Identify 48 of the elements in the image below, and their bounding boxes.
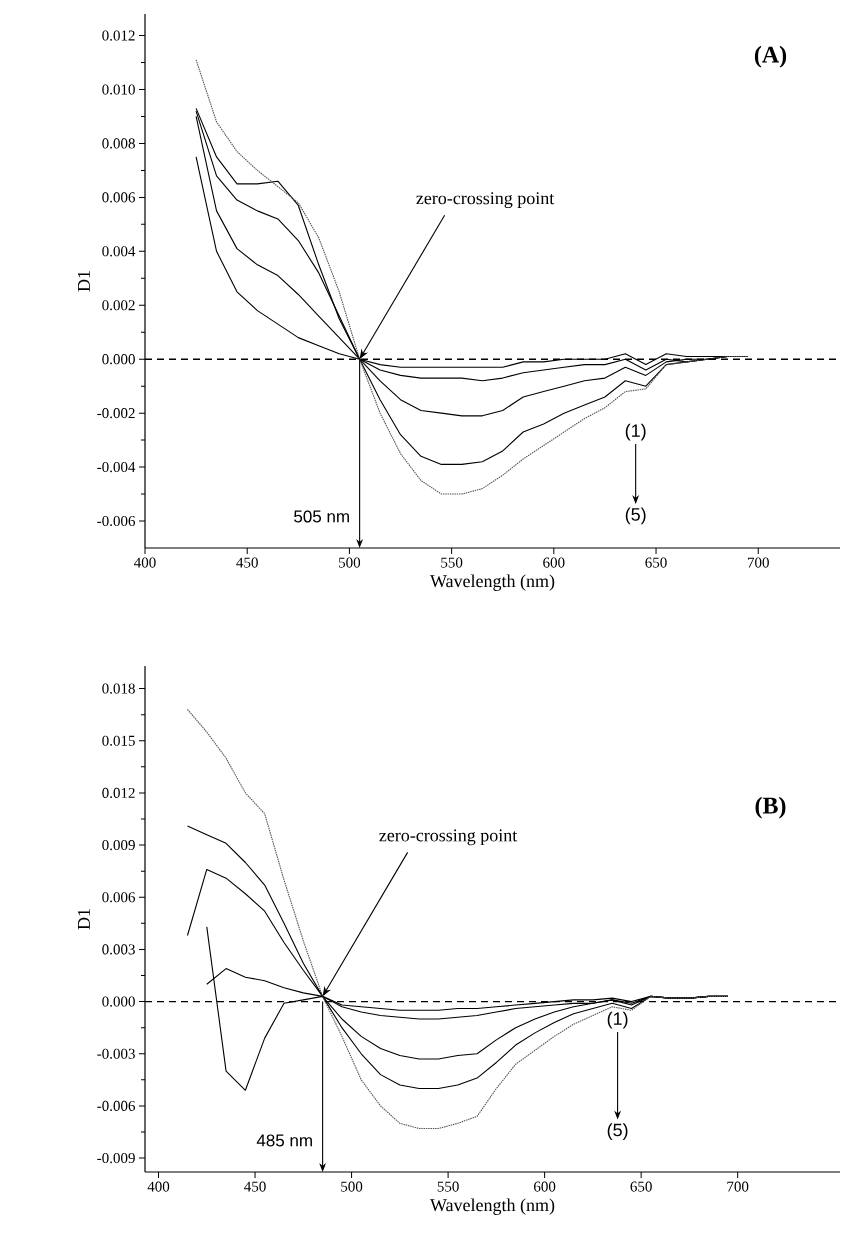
y-tick-label: -0.002 [97,408,135,419]
annotation: zero-crossing point [416,192,555,209]
y-tick-label: -0.003 [97,1048,135,1059]
y-tick-label: 0.004 [102,246,136,257]
x-tick-label: 500 [339,557,361,568]
text: (A) [754,45,787,68]
y-tick-label: -0.006 [97,1100,136,1112]
y-tick-label: -0.006 [97,515,136,527]
ref-line-label: 485 nm [256,1134,312,1147]
y-tick-label: 0.012 [102,30,135,41]
y-tick-label: 0.015 [102,735,135,746]
y-tick-label: 0.000 [102,354,135,365]
x-axis-title: Wavelength (nm) [430,1198,555,1215]
x-tick-label: 450 [244,1181,266,1192]
y-axis-title: D1 [77,271,90,292]
y-tick-label: 0.006 [102,192,136,203]
annotation: zero-crossing point [379,829,518,846]
x-tick-label: 550 [437,1181,459,1192]
y-tick-label: 0.010 [102,84,135,95]
y-tick-label: 0.000 [102,996,135,1007]
y-tick-label: 0.009 [102,840,135,851]
x-tick-label: 700 [727,1181,749,1192]
annotation: (5) [625,507,646,525]
y-tick-label: 0.008 [102,138,135,149]
y-tick-label: 0.006 [102,892,136,903]
y-tick-label: 0.003 [102,944,135,955]
y-tick-label: -0.009 [97,1153,135,1164]
x-tick-label: 650 [645,557,667,568]
y-tick-label: -0.004 [97,461,136,473]
x-tick-label: 400 [134,557,156,568]
x-tick-label: 500 [341,1181,363,1192]
x-tick-label: 550 [441,557,463,568]
annotation: (1) [625,423,646,441]
x-tick-label: 600 [534,1181,556,1192]
x-tick-label: 450 [236,557,258,568]
y-tick-label: 0.002 [102,300,135,311]
y-tick-label: 0.012 [102,787,135,799]
x-tick-label: 650 [630,1181,652,1192]
y-axis-title: D1 [77,909,90,930]
x-tick-label: 400 [147,1181,170,1192]
text: (B) [755,796,786,819]
annotation: (5) [607,1123,628,1140]
x-tick-label: 700 [747,557,769,568]
y-tick-label: 0.018 [102,683,135,694]
x-axis-title: Wavelength (nm) [430,574,555,591]
annotation: (1) [607,1011,628,1029]
x-tick-label: 600 [543,557,565,568]
ref-line-label: 505 nm [294,510,349,523]
